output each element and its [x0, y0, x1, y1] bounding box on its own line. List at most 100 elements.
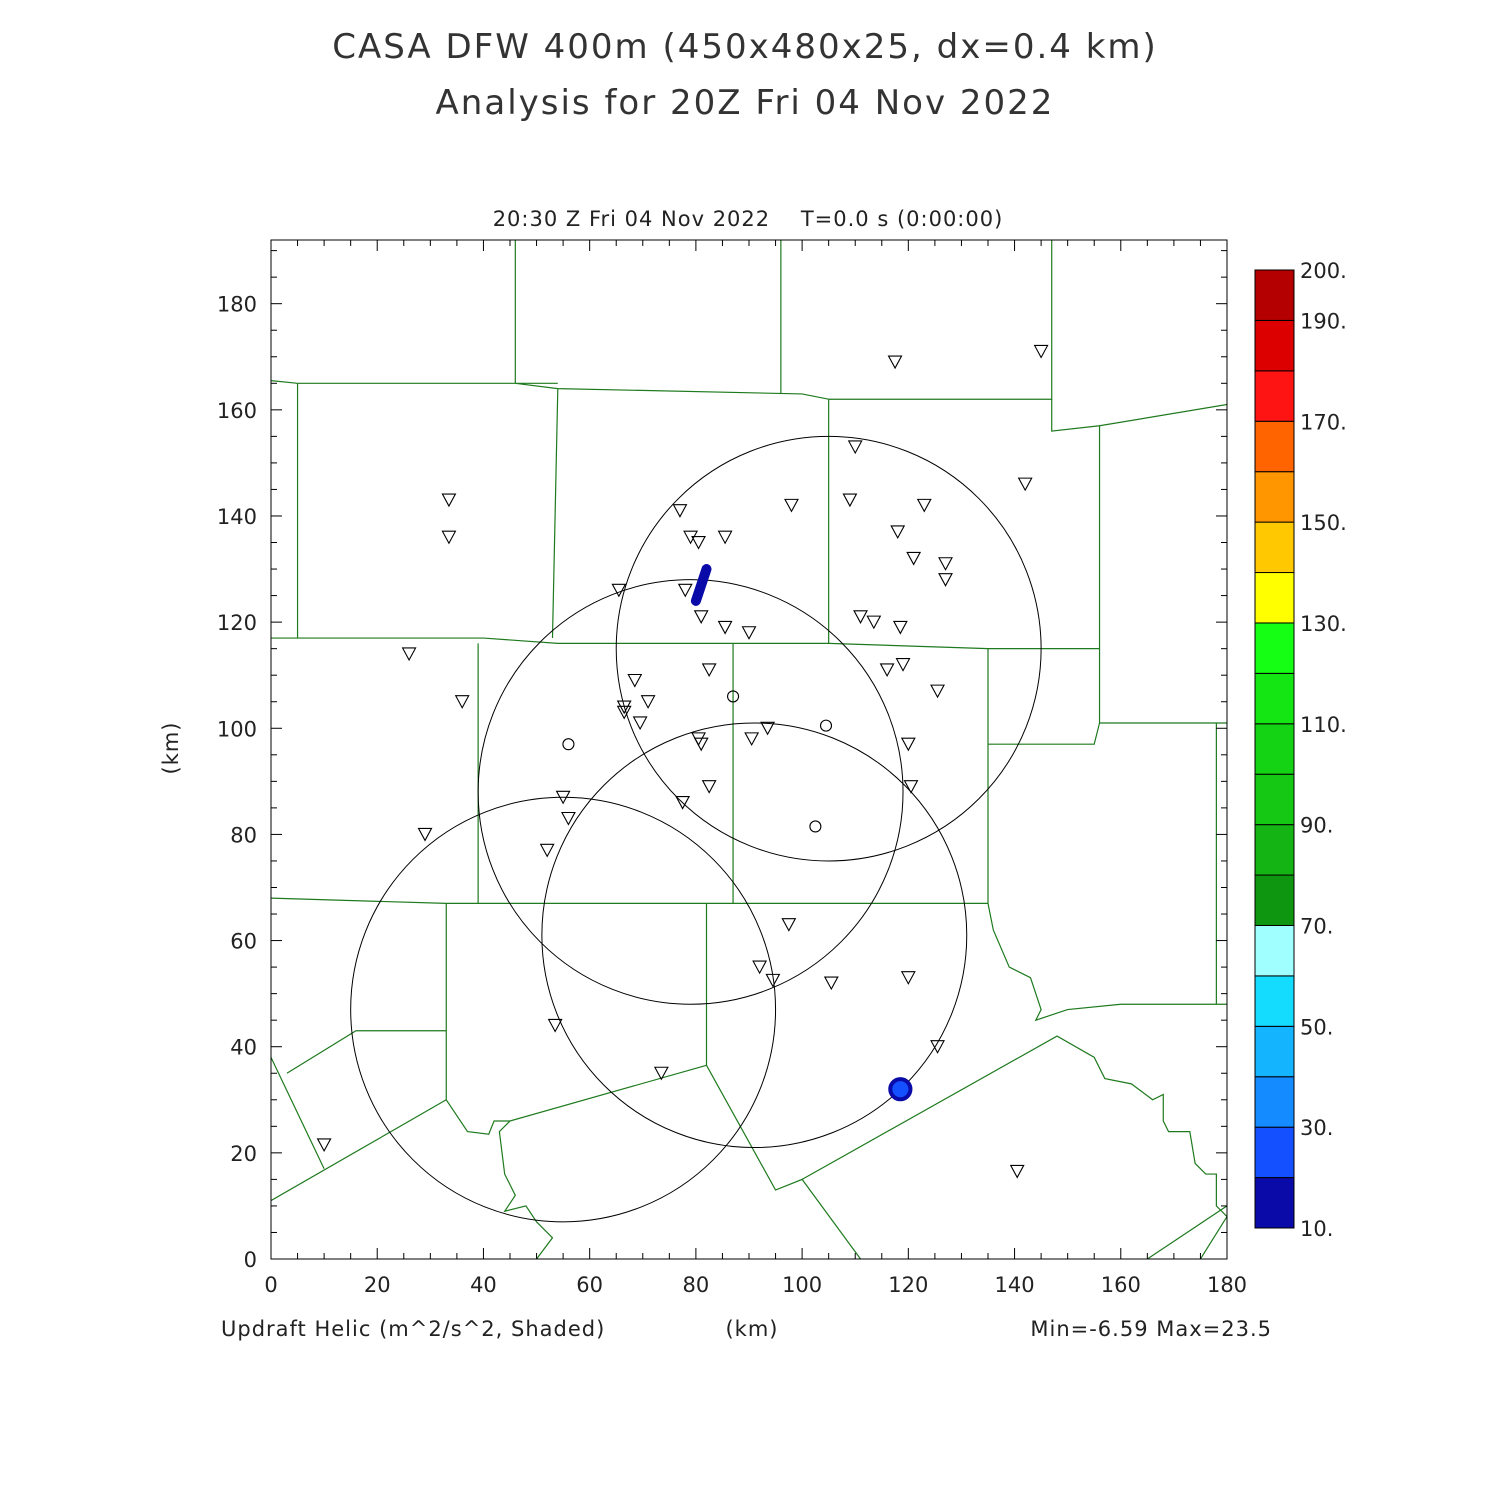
- county-boundary: [1199, 1216, 1227, 1259]
- station-marker: [853, 610, 868, 624]
- county-boundary: [705, 1064, 862, 1259]
- x-tick-label: 120: [888, 1273, 928, 1297]
- station-marker: [900, 971, 916, 985]
- colorbar-swatch: [1254, 723, 1295, 775]
- station-marker: [677, 583, 693, 598]
- radar-range-ring: [477, 579, 904, 1005]
- x-tick-label: 20: [364, 1273, 391, 1297]
- map-layer: [271, 240, 1227, 1259]
- station-marker: [1009, 1164, 1025, 1179]
- colorbar-swatch: [1254, 521, 1295, 574]
- station-marker: [632, 716, 648, 731]
- colorbar-swatch: [1254, 824, 1295, 876]
- x-tick-label: 60: [576, 1273, 603, 1297]
- colorbar-label: 130.: [1300, 612, 1347, 636]
- station-marker: [555, 790, 571, 805]
- station-marker: [938, 557, 953, 571]
- y-tick-label: 160: [217, 399, 257, 423]
- radar-range-ring: [350, 796, 777, 1223]
- x-tick-label: 40: [470, 1273, 497, 1297]
- x-tick-label: 100: [782, 1273, 822, 1297]
- y-tick-label: 60: [230, 930, 257, 954]
- county-boundary: [1051, 399, 1227, 432]
- colorbar-label: 90.: [1300, 814, 1333, 838]
- min-max-readout: Min=-6.59 Max=23.5: [1030, 1317, 1272, 1341]
- colorbar-label: 170.: [1300, 410, 1347, 434]
- plot-axes: 0 20 40 60 80 100 120 140 160 180 0 20 40 60 80 100 120 1…: [217, 239, 1247, 1297]
- station-marker: [691, 732, 706, 747]
- station-markers-layer: [316, 344, 1049, 1179]
- colorbar-swatch: [1254, 370, 1295, 422]
- radar-range-ring: [541, 722, 968, 1149]
- county-boundary: [988, 425, 1101, 745]
- field-label: Updraft Helic (m^2/s^2, Shaded): [221, 1317, 605, 1341]
- station-marker: [890, 525, 906, 540]
- colorbar-swatch: [1254, 1177, 1295, 1229]
- radar-site-marker: [562, 738, 575, 751]
- county-boundary: [271, 380, 830, 644]
- county-boundary: [271, 637, 1100, 650]
- station-marker: [417, 827, 433, 842]
- station-marker: [823, 976, 839, 991]
- colorbar-swatch: [1254, 1126, 1295, 1179]
- station-marker: [441, 493, 457, 508]
- colorbar-label: 200.: [1300, 259, 1347, 283]
- station-marker: [741, 626, 757, 640]
- county-boundary: [271, 1099, 447, 1202]
- station-marker: [1017, 477, 1033, 492]
- y-tick-label: 100: [217, 717, 257, 741]
- station-marker: [765, 973, 781, 988]
- updraft-cell: [888, 1077, 913, 1102]
- station-marker: [866, 615, 882, 630]
- y-tick-label: 120: [217, 611, 257, 635]
- station-marker: [887, 355, 903, 370]
- county-boundary: [828, 240, 1053, 400]
- updraft-cells-layer: [690, 564, 913, 1102]
- y-tick-label: 40: [230, 1036, 257, 1060]
- station-marker: [717, 620, 733, 635]
- station-marker: [616, 705, 632, 720]
- station-marker: [930, 1040, 945, 1054]
- colorbar-swatch: [1254, 471, 1295, 523]
- colorbar-swatch: [1254, 622, 1295, 674]
- colorbar-swatch: [1254, 1076, 1295, 1128]
- x-tick-label: 180: [1207, 1273, 1247, 1297]
- station-marker: [847, 440, 863, 455]
- station-marker: [693, 737, 709, 752]
- colorbar-swatch: [1254, 269, 1295, 321]
- colorbar-swatch: [1254, 672, 1295, 725]
- station-marker: [760, 721, 776, 736]
- colorbar-label: 30.: [1300, 1116, 1333, 1140]
- y-axis-label: (km): [159, 721, 183, 774]
- y-tick-label: 0: [244, 1248, 257, 1272]
- y-tick-label: 140: [217, 505, 257, 529]
- colorbar-label: 70.: [1300, 914, 1333, 938]
- colorbar-swatch: [1254, 1025, 1295, 1078]
- station-marker: [1033, 344, 1049, 359]
- station-marker: [701, 663, 717, 678]
- station-marker: [691, 535, 706, 550]
- county-boundary: [551, 388, 559, 639]
- station-marker: [892, 620, 908, 635]
- colorbar-swatch: [1254, 874, 1295, 926]
- station-marker: [611, 583, 627, 598]
- station-marker: [717, 530, 733, 545]
- colorbar-label: 110.: [1300, 713, 1347, 737]
- county-boundary: [271, 897, 988, 905]
- chart-subtitle: 20:30 Z Fri 04 Nov 2022 T=0.0 s (0:00:00…: [493, 207, 1004, 231]
- station-marker: [616, 700, 632, 715]
- station-marker: [560, 811, 576, 826]
- colorbar-label: 150.: [1300, 511, 1347, 535]
- radar-range-ring: [615, 435, 1042, 862]
- station-marker: [316, 1138, 332, 1153]
- colorbar-swatch: [1254, 773, 1295, 826]
- y-tick-label: 20: [230, 1142, 257, 1166]
- chart-title-line-1: CASA DFW 400m (450x480x25, dx=0.4 km): [332, 27, 1158, 67]
- x-tick-label: 80: [683, 1273, 710, 1297]
- colorbar-swatch: [1254, 975, 1295, 1027]
- county-boundary: [286, 1030, 447, 1074]
- station-marker: [784, 498, 799, 513]
- radar-site-marker: [819, 719, 833, 732]
- station-marker: [916, 498, 932, 513]
